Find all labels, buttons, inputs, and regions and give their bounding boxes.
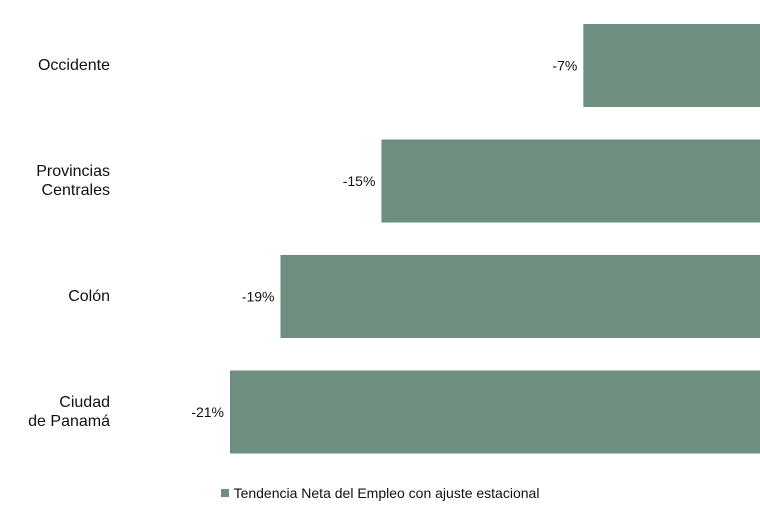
data-label-2: -15% <box>343 173 376 189</box>
category-label-2: Provincias Centrales <box>36 163 110 199</box>
legend: Tendencia Neta del Empleo con ajuste est… <box>0 485 760 501</box>
data-label-4: -21% <box>191 404 224 420</box>
data-label-1: -7% <box>552 58 577 74</box>
bar-2 <box>381 139 760 223</box>
legend-label: Tendencia Neta del Empleo con ajuste est… <box>233 485 540 501</box>
data-label-3: -19% <box>242 289 275 305</box>
bar-1 <box>583 24 760 107</box>
category-label-4: Ciudad de Panamá <box>28 394 110 430</box>
bar-3 <box>280 255 760 338</box>
bar-4 <box>230 370 760 454</box>
category-label-3: Colón <box>68 288 110 305</box>
category-label-1: Occidente <box>37 57 110 74</box>
legend-swatch <box>220 489 229 498</box>
